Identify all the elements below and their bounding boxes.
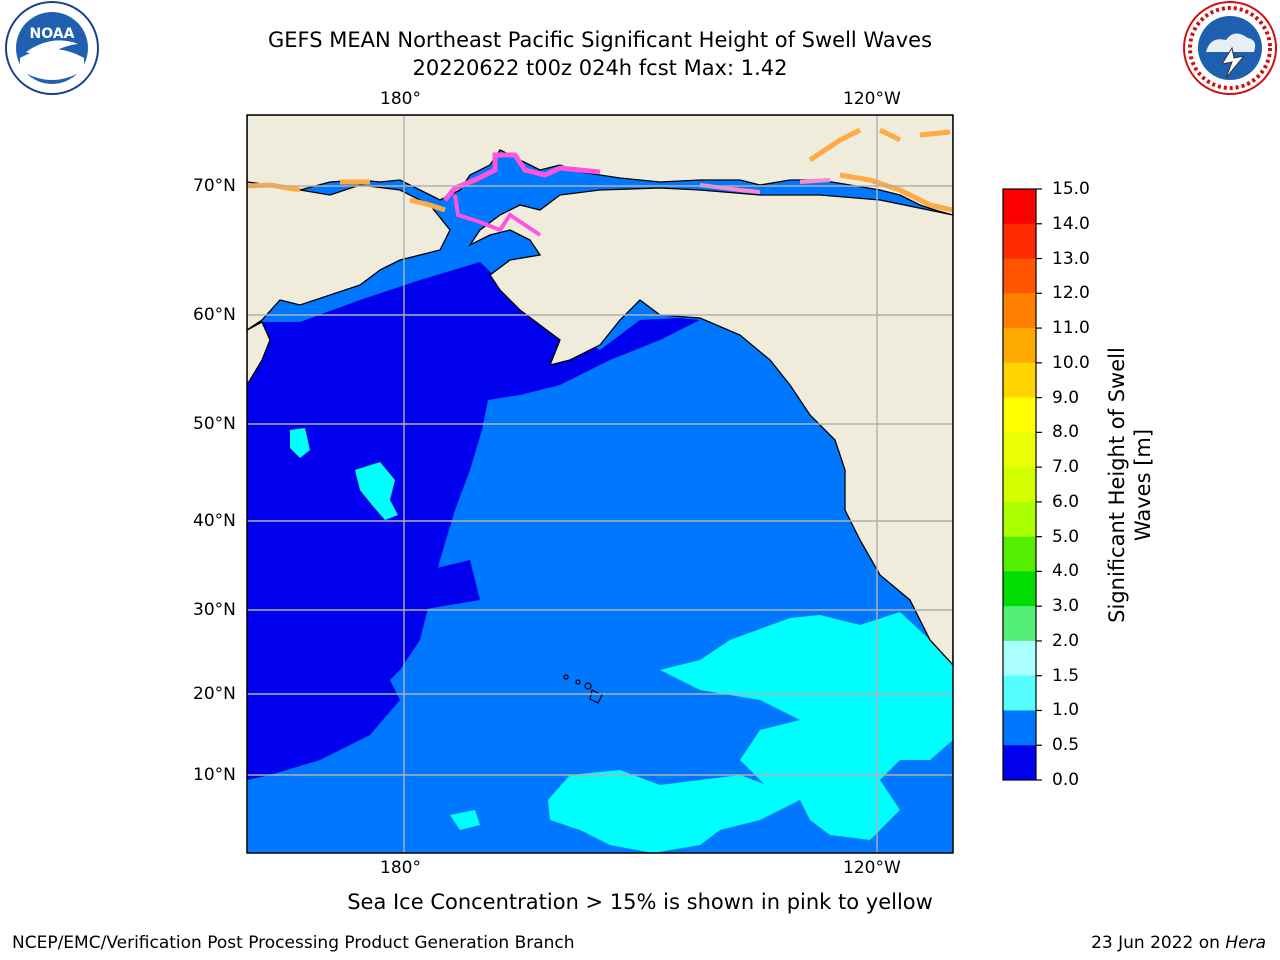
lon-label-bottom-180: 180° (380, 858, 421, 878)
colorbar-title-line2: Waves [m] (1131, 428, 1155, 542)
colorbar-segment (1003, 710, 1036, 746)
colorbar-segment (1003, 397, 1036, 433)
sea-ice-bering (443, 152, 601, 202)
colorbar-tick-label: 15.0 (1052, 179, 1090, 199)
lat-label-60n: 60°N (193, 305, 236, 325)
colorbar-segment (1003, 362, 1036, 399)
high-swell-small (450, 810, 480, 830)
lat-label-70n: 70°N (193, 176, 236, 196)
colorbar-tick-label: 10.0 (1052, 352, 1090, 373)
colorbar-tick-label: 0.5 (1052, 735, 1080, 756)
colorbar-segment (1003, 223, 1036, 260)
colorbar-title: Significant Height of Swell Waves [m] (1104, 275, 1156, 695)
nws-logo (1183, 1, 1277, 95)
colorbar-tick-label: 4.0 (1052, 561, 1080, 582)
lon-label-top-120w: 120°W (843, 89, 901, 109)
sea-ice-note: Sea Ice Concentration > 15% is shown in … (347, 890, 933, 914)
colorbar (1003, 188, 1042, 781)
noaa-logo-text: NOAA (30, 26, 75, 42)
colorbar-segment (1003, 189, 1036, 225)
colorbar-segment (1003, 675, 1036, 711)
colorbar-tick-label: 5.0 (1052, 526, 1080, 547)
colorbar-segment (1003, 501, 1036, 538)
lon-label-top-180: 180° (380, 89, 421, 109)
colorbar-tick-label: 1.0 (1052, 700, 1080, 721)
map-frame (246, 114, 954, 854)
chart-title: GEFS MEAN Northeast Pacific Significant … (267, 28, 933, 52)
land-kamchatka (247, 321, 271, 387)
high-swell-nw1 (355, 462, 398, 520)
low-swell-region (247, 262, 700, 780)
colorbar-title-line1: Significant Height of Swell (1105, 347, 1129, 623)
colorbar-tick-label: 12.0 (1052, 283, 1090, 304)
low-swell-south-band (247, 560, 480, 610)
chart-subtitle: 20220622 t00z 024h fcst Max: 1.42 (412, 56, 788, 80)
colorbar-tick-label: 0.0 (1052, 770, 1080, 790)
colorbar-segment (1003, 258, 1036, 294)
colorbar-segment (1003, 536, 1036, 572)
noaa-logo: NOAA (5, 1, 99, 95)
footer-date-text: 23 Jun 2022 on (1091, 933, 1226, 953)
gridlines (247, 115, 953, 853)
colorbar-segment (1003, 432, 1036, 468)
colorbar-tick-label: 7.0 (1052, 457, 1080, 478)
lat-label-40n: 40°N (193, 511, 236, 531)
lat-label-10n: 10°N (193, 765, 236, 785)
lat-label-50n: 50°N (193, 414, 236, 434)
high-swell-east (660, 612, 953, 840)
colorbar-tick-label: 14.0 (1052, 213, 1090, 234)
colorbar-tick-label: 8.0 (1052, 422, 1080, 443)
colorbar-segment (1003, 467, 1036, 503)
high-swell-nw2 (290, 428, 310, 458)
colorbar-tick-label: 2.0 (1052, 630, 1080, 651)
sea-ice-arctic-e (808, 127, 953, 213)
colorbar-frame (1002, 188, 1037, 781)
low-swell-sw (247, 650, 400, 776)
footer-date: 23 Jun 2022 on Hera (1091, 933, 1266, 953)
lon-label-bottom-120w: 120°W (843, 858, 901, 878)
colorbar-segment (1003, 293, 1036, 329)
colorbar-segment (1003, 606, 1036, 642)
colorbar-tick-label: 11.0 (1052, 318, 1090, 339)
colorbar-tick-label: 6.0 (1052, 491, 1080, 512)
colorbar-segment (1003, 640, 1036, 677)
colorbar-segment (1003, 745, 1036, 781)
colorbar-segment (1003, 328, 1036, 364)
colorbar-tick-label: 13.0 (1052, 248, 1090, 269)
lat-label-30n: 30°N (193, 600, 236, 620)
footer-host: Hera (1225, 933, 1266, 953)
colorbar-segment (1003, 571, 1036, 607)
colorbar-tick-label: 1.5 (1052, 665, 1080, 686)
map-area (247, 115, 953, 853)
sea-ice-bering-inner (453, 194, 542, 237)
footer-credit: NCEP/EMC/Verification Post Processing Pr… (12, 933, 575, 953)
colorbar-tick-label: 9.0 (1052, 387, 1080, 408)
high-swell-south (548, 770, 800, 853)
lat-label-20n: 20°N (193, 684, 236, 704)
land-alaska (468, 187, 953, 666)
colorbar-tick-label: 3.0 (1052, 596, 1080, 617)
